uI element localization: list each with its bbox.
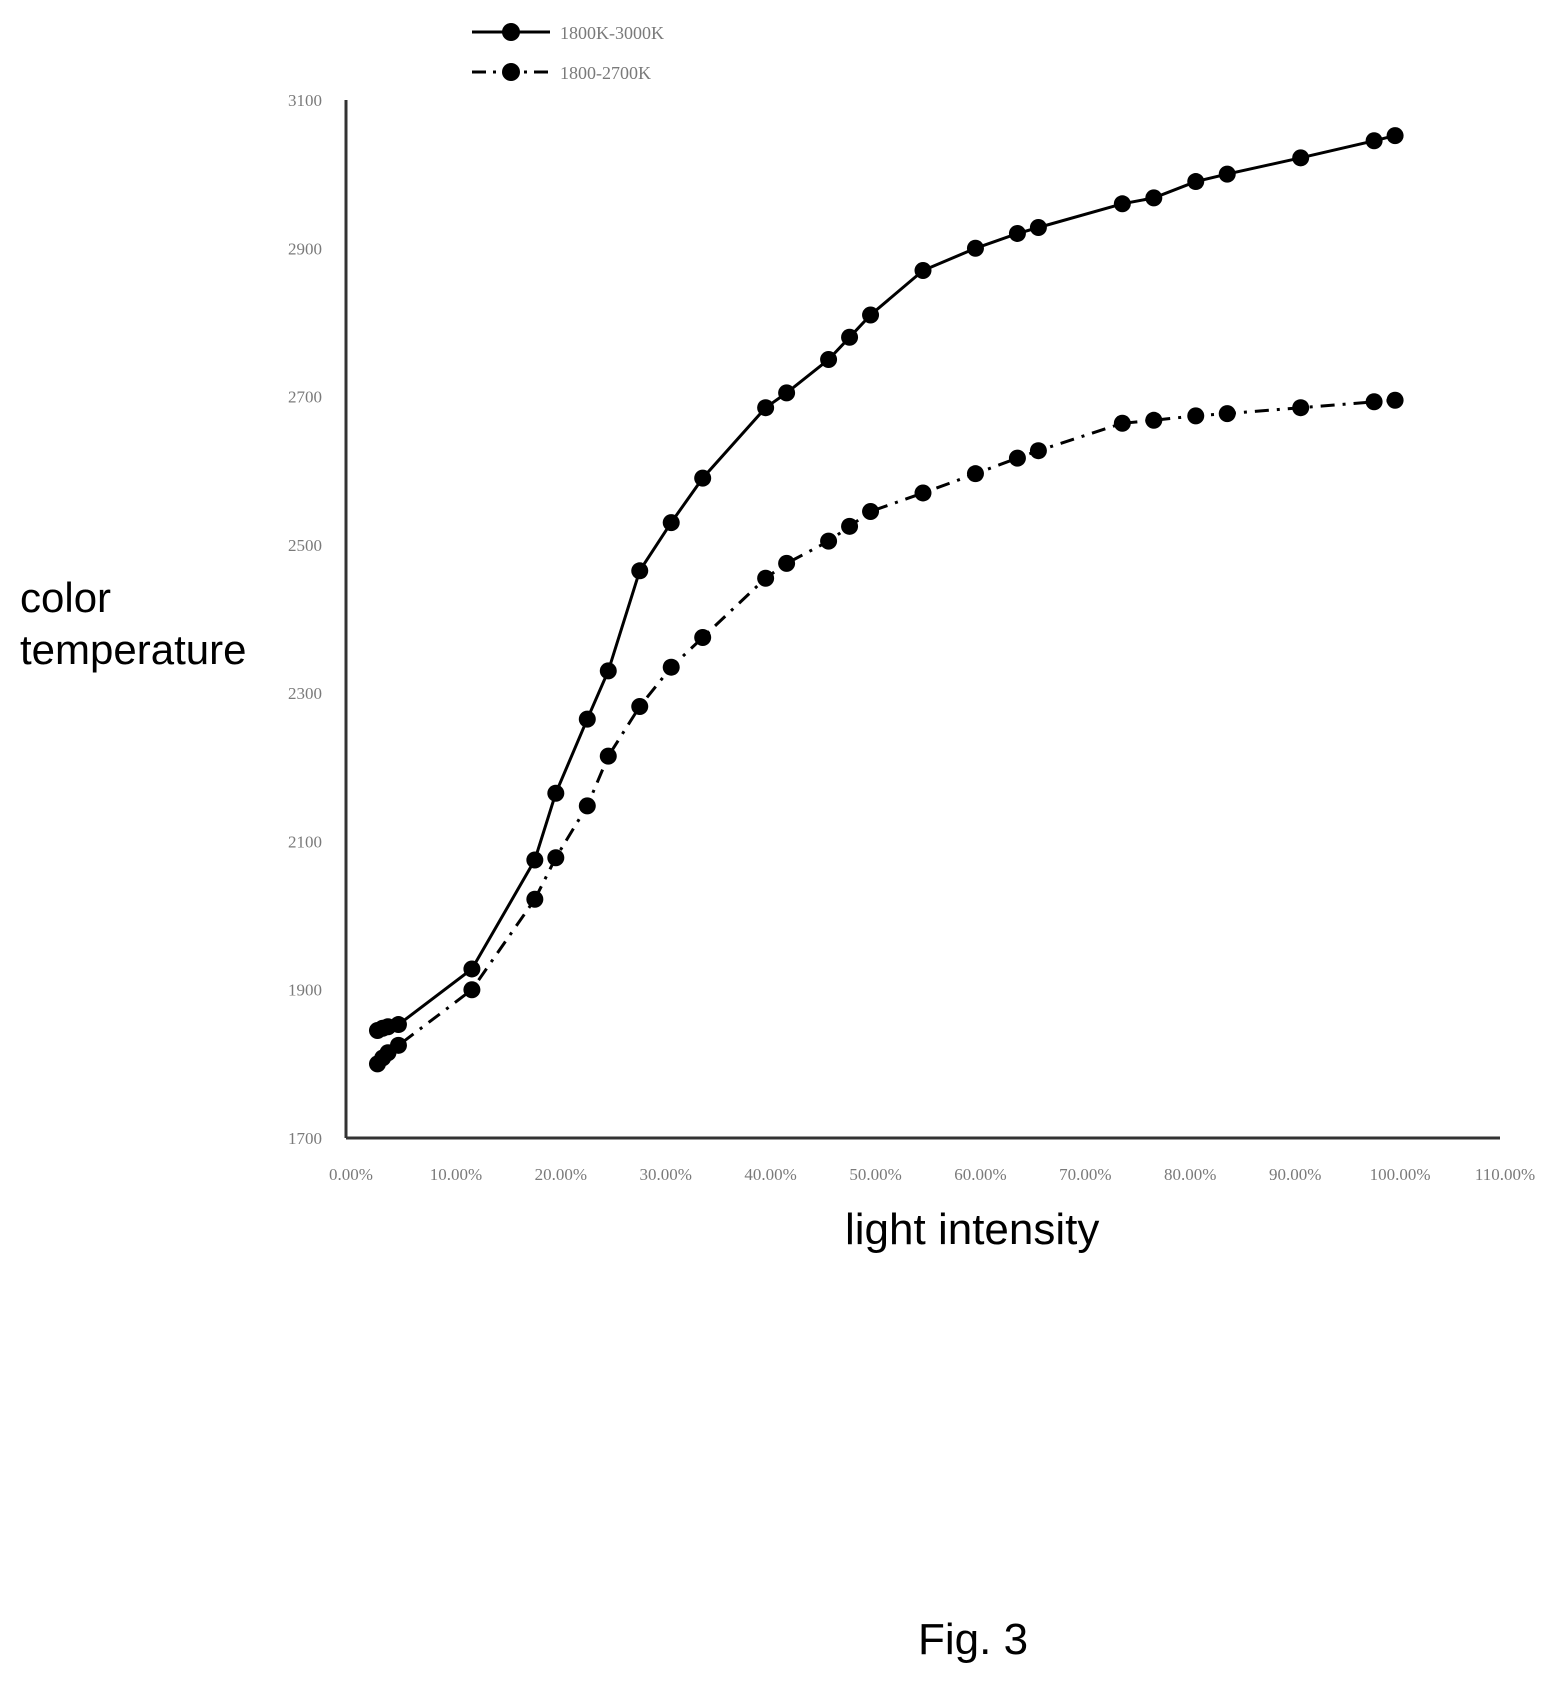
- y-tick-label: 2300: [288, 684, 322, 703]
- x-tick-label: 110.00%: [1475, 1165, 1535, 1184]
- series-1-point: [914, 262, 932, 280]
- series-1-point: [578, 710, 596, 728]
- series-2-point: [778, 554, 796, 572]
- series-1-point: [1386, 127, 1404, 145]
- y-tick-labels: 1700 1900 2100 2300 2500 2700 2900 3100: [288, 91, 322, 1148]
- y-tick-label: 2500: [288, 536, 322, 555]
- series-1-point: [547, 784, 565, 802]
- series-1-point: [757, 399, 775, 417]
- y-tick-label: 1700: [288, 1129, 322, 1148]
- series-2-point: [1187, 407, 1205, 425]
- series-1-point: [820, 351, 838, 368]
- x-tick-label: 30.00%: [640, 1165, 692, 1184]
- series-line-1: [376, 134, 1396, 1032]
- series-1-point: [1008, 224, 1026, 242]
- series-2-point: [694, 629, 712, 647]
- series-1-point: [1292, 149, 1310, 167]
- series-1-point: [862, 306, 880, 324]
- series-points: [368, 127, 1404, 1073]
- x-tick-label: 0.00%: [329, 1165, 373, 1184]
- series-2-point: [757, 569, 775, 587]
- y-tick-label: 2100: [288, 832, 322, 851]
- series-1-point: [526, 851, 544, 869]
- series-2-point: [526, 890, 544, 908]
- series-2-point: [1113, 414, 1131, 432]
- x-axis-title: light intensity: [845, 1205, 1100, 1254]
- series-2-point: [1386, 391, 1404, 409]
- series-1-point: [599, 662, 617, 680]
- x-tick-label: 10.00%: [430, 1165, 482, 1184]
- series-2-point: [841, 517, 859, 535]
- figure-caption: Fig. 3: [918, 1615, 1029, 1664]
- x-tick-label: 80.00%: [1164, 1165, 1216, 1184]
- x-tick-label: 50.00%: [849, 1165, 901, 1184]
- series-2-point: [862, 502, 880, 520]
- series-2-point: [662, 658, 680, 676]
- series-1-point: [1365, 132, 1383, 150]
- series-2-point: [1218, 405, 1236, 423]
- series-lines: [376, 134, 1396, 1065]
- series-1-point: [1145, 189, 1163, 207]
- series-1-point: [662, 514, 680, 532]
- series-1-point: [631, 562, 649, 580]
- y-tick-label: 3100: [288, 91, 322, 110]
- series-2-point: [1145, 411, 1163, 429]
- legend: 1800K-3000K 1800-2700K: [472, 23, 664, 83]
- legend-swatch-marker-2: [502, 63, 520, 81]
- series-1-point: [1218, 165, 1236, 183]
- series-2-point: [463, 981, 481, 999]
- series-2-point: [547, 849, 565, 867]
- legend-label-2: 1800-2700K: [560, 63, 651, 83]
- series-2-point: [914, 484, 932, 502]
- y-axis-title-line-1: color: [20, 574, 112, 621]
- series-2-point: [631, 697, 649, 715]
- x-tick-label: 20.00%: [535, 1165, 587, 1184]
- series-2-point: [1029, 442, 1047, 460]
- x-tick-label: 100.00%: [1370, 1165, 1431, 1184]
- series-1-point: [1029, 219, 1047, 237]
- x-tick-labels: 0.00% 10.00% 20.00% 30.00% 40.00% 50.00% 60.00…: [329, 1165, 1535, 1184]
- series-1-point: [694, 469, 712, 487]
- series-1-point: [389, 1016, 407, 1034]
- y-axis-title: color temperature: [20, 572, 246, 676]
- y-tick-label: 2700: [288, 388, 322, 407]
- series-1-point: [841, 328, 859, 346]
- series-2-point: [389, 1036, 407, 1054]
- series-1-point: [1187, 173, 1205, 191]
- series-1-point: [1113, 195, 1131, 213]
- y-tick-label: 1900: [288, 981, 322, 1000]
- legend-swatch-marker-1: [502, 23, 520, 41]
- series-1-point: [966, 239, 984, 257]
- series-1-point: [463, 960, 481, 978]
- x-tick-label: 70.00%: [1059, 1165, 1111, 1184]
- series-2-point: [1008, 449, 1026, 467]
- series-2-point: [1292, 399, 1310, 417]
- legend-label-1: 1800K-3000K: [560, 23, 664, 43]
- series-2-point: [966, 465, 984, 483]
- x-tick-label: 60.00%: [954, 1165, 1006, 1184]
- series-2-point: [599, 747, 617, 765]
- series-1-point: [778, 384, 796, 402]
- x-tick-label: 90.00%: [1269, 1165, 1321, 1184]
- y-axis-title-line-2: temperature: [20, 626, 247, 673]
- y-tick-label: 2900: [288, 239, 322, 258]
- series-2-point: [578, 797, 596, 815]
- series-2-point: [820, 532, 838, 550]
- x-tick-label: 40.00%: [744, 1165, 796, 1184]
- series-line-2: [376, 398, 1396, 1065]
- series-2-point: [1365, 393, 1383, 411]
